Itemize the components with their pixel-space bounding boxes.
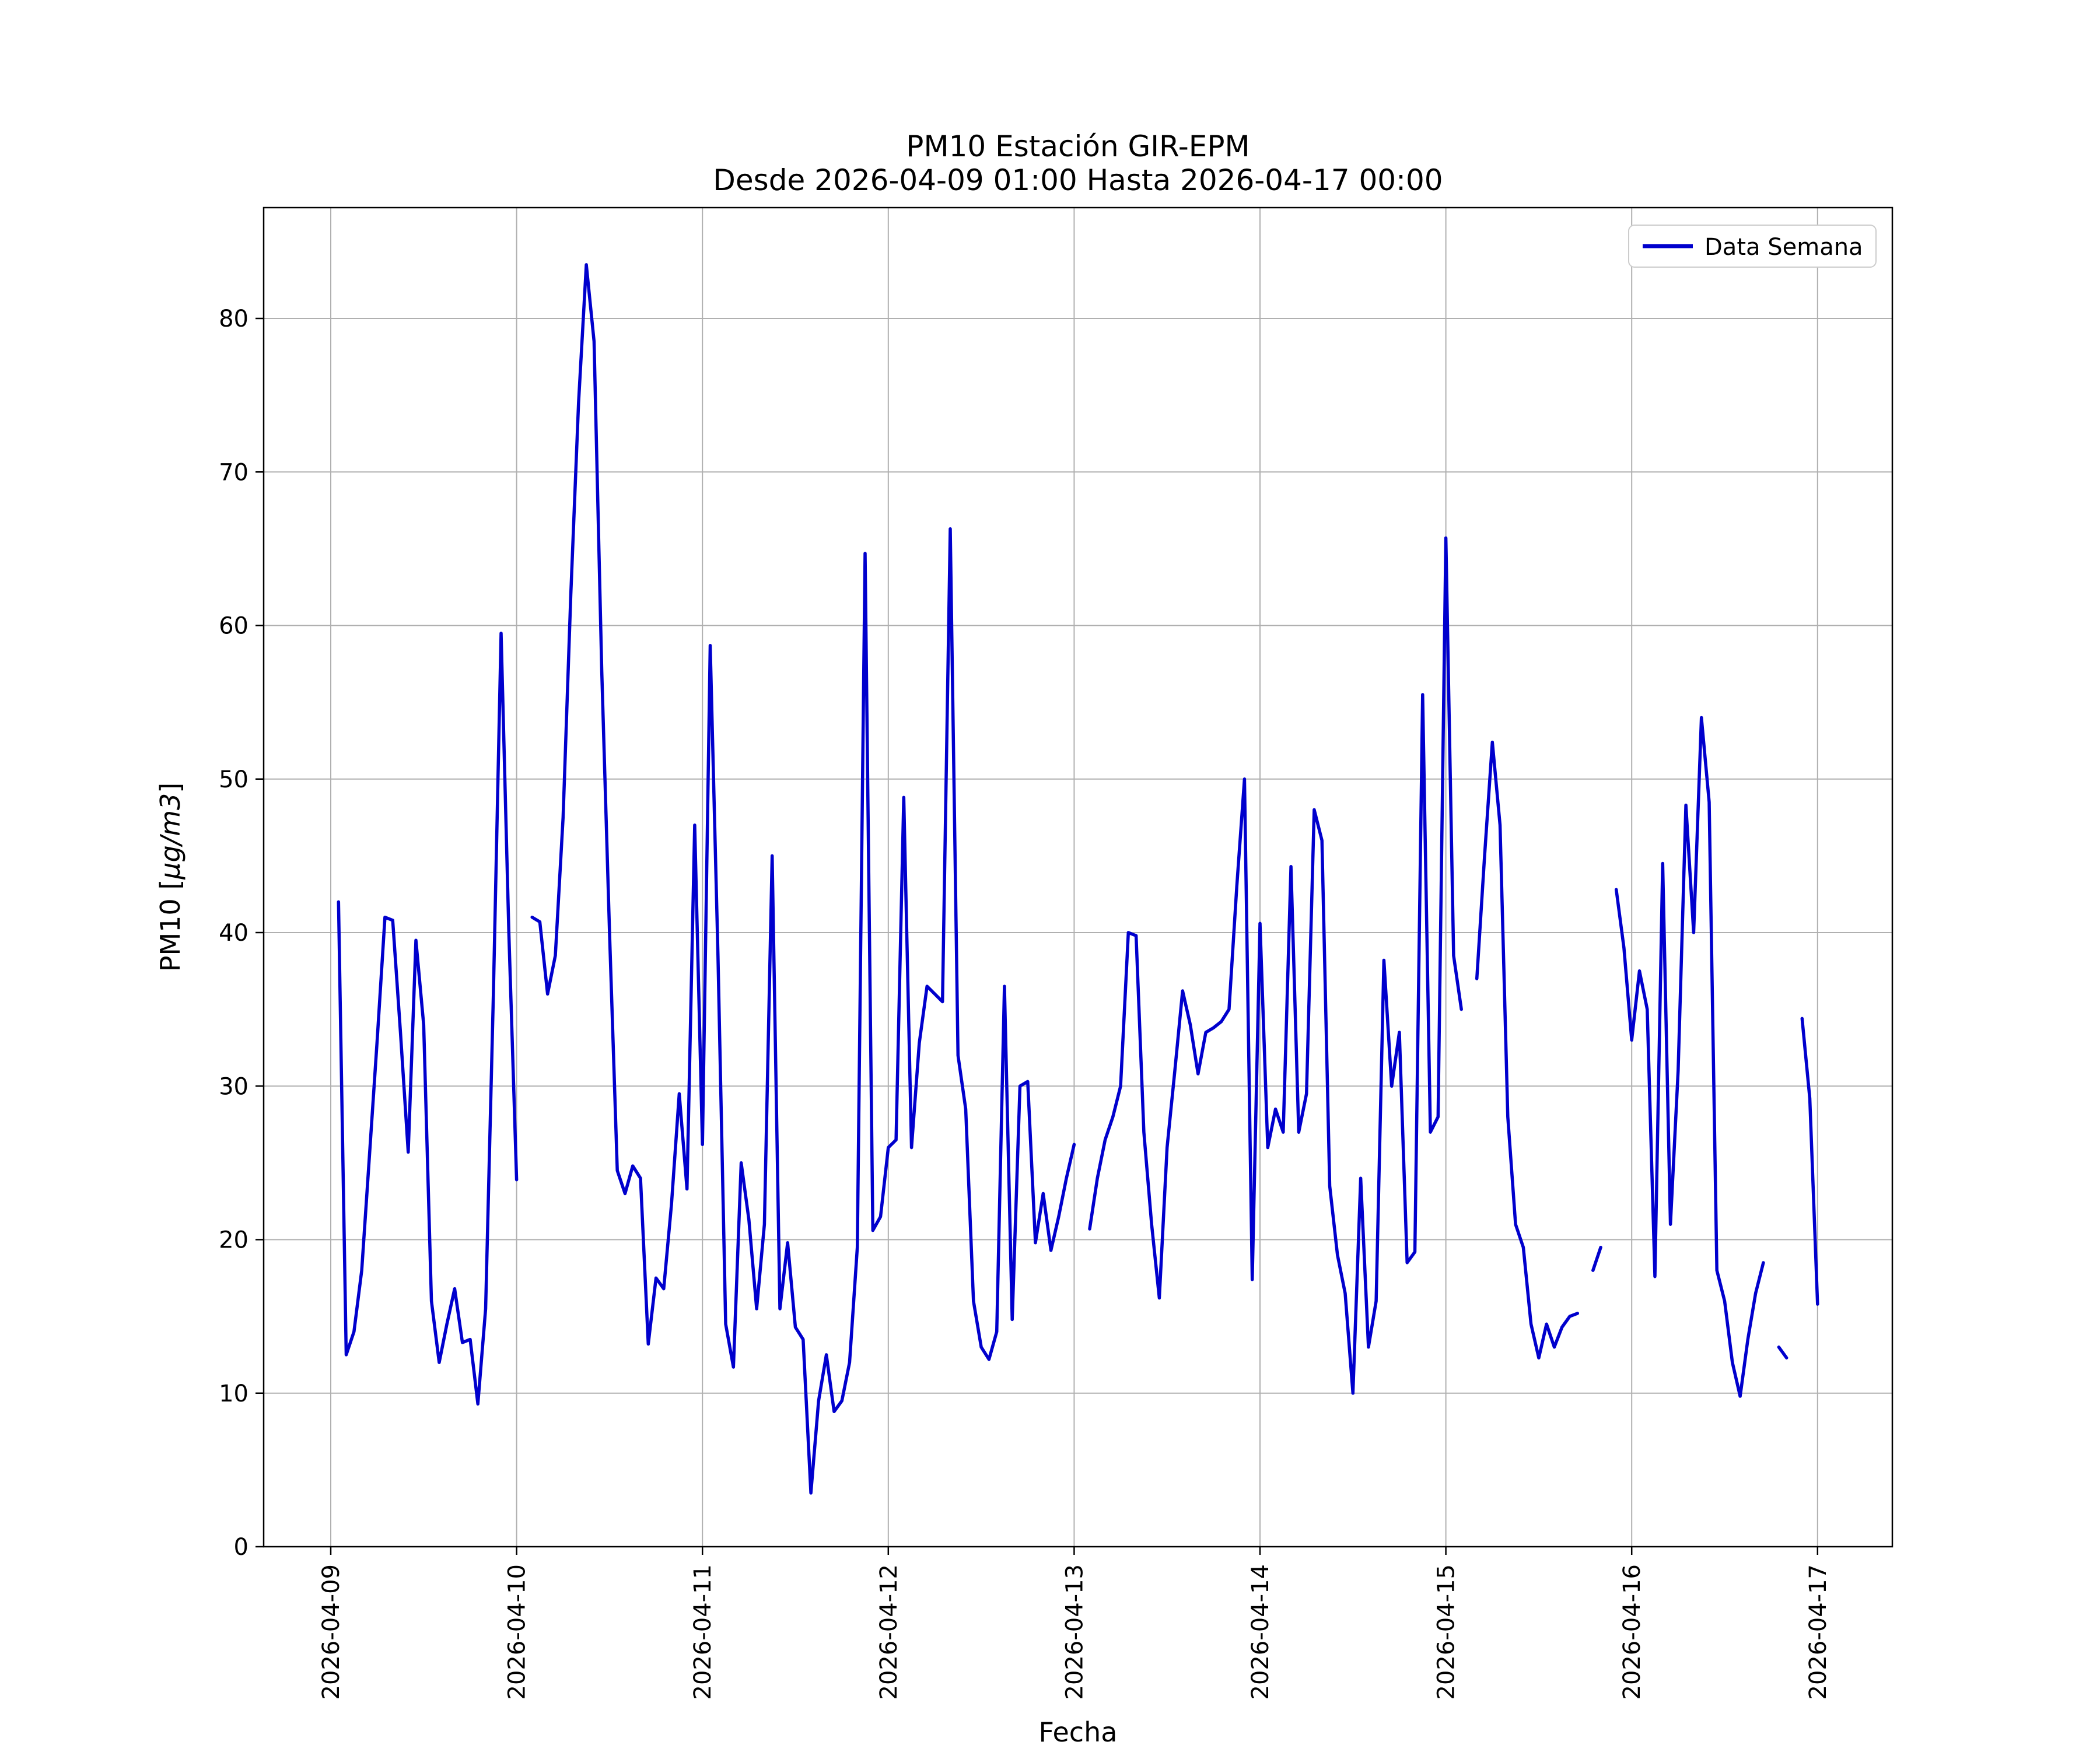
tick-marks: [256, 317, 1819, 1555]
y-tick-label: 50: [219, 766, 249, 793]
y-axis-label-suffix: ]: [155, 783, 186, 793]
x-tick-label: 2026-04-10: [504, 1564, 531, 1700]
plot-area: [262, 206, 1894, 1548]
legend: Data Semana: [1628, 225, 1877, 268]
chart-subtitle: Desde 2026-04-09 01:00 Hasta 2026-04-17 …: [713, 163, 1443, 197]
y-tick-label: 10: [219, 1380, 249, 1407]
y-tick-label: 70: [219, 459, 249, 486]
x-tick-label: 2026-04-09: [318, 1564, 345, 1700]
x-tick-label: 2026-04-16: [1619, 1564, 1646, 1700]
legend-box: [1628, 225, 1877, 268]
y-axis-label-prefix: PM10 [: [155, 879, 186, 972]
legend-label: Data Semana: [1704, 234, 1863, 261]
x-tick-label: 2026-04-12: [876, 1564, 902, 1700]
x-tick-labels: 2026-04-09 2026-04-10 2026-04-11 2026-04-12…: [318, 1564, 1832, 1700]
x-tick-label: 2026-04-11: [690, 1564, 716, 1700]
gridlines: [264, 208, 1892, 1547]
x-tick-label: 2026-04-17: [1805, 1564, 1832, 1700]
y-axis-label: PM10 [μg/m3]: [155, 783, 186, 972]
x-tick-label: 2026-04-15: [1433, 1564, 1460, 1700]
y-tick-label: 20: [219, 1227, 249, 1254]
y-axis-label-unit: μg/m3: [155, 793, 186, 880]
data-line: [337, 263, 1819, 1495]
y-tick-label: 80: [219, 306, 249, 332]
x-tick-label: 2026-04-13: [1061, 1564, 1088, 1700]
y-tick-label: 30: [219, 1073, 249, 1100]
chart-title: PM10 Estación GIR-EPM: [906, 129, 1250, 163]
y-tick-label: 40: [219, 920, 249, 947]
x-tick-label: 2026-04-14: [1247, 1564, 1274, 1700]
y-tick-label: 0: [234, 1534, 249, 1561]
x-axis-label: Fecha: [1039, 1716, 1118, 1748]
y-tick-label: 60: [219, 613, 249, 640]
y-tick-labels: 0 10 20 30 40 50 60 70 80: [219, 306, 249, 1561]
